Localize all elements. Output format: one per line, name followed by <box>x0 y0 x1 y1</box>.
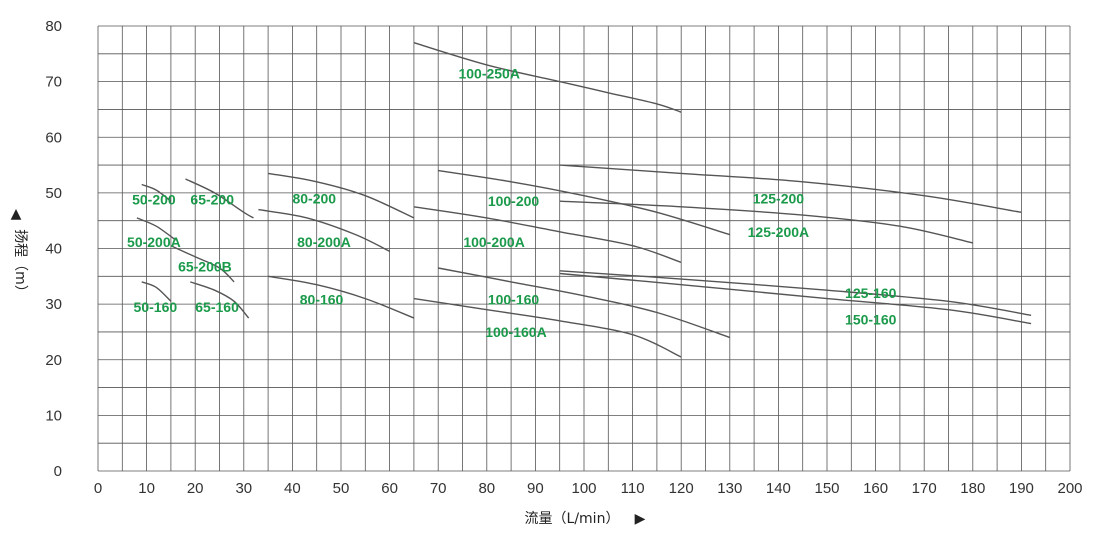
y-tick-label: 10 <box>45 407 62 424</box>
curve-label: 100-200 <box>488 193 540 209</box>
x-tick-label: 10 <box>138 480 155 497</box>
x-tick-label: 120 <box>669 480 694 497</box>
curve-label: 80-160 <box>300 292 344 308</box>
curve-label: 100-250A <box>458 65 520 81</box>
curve-label: 100-160A <box>485 324 547 340</box>
x-axis-ticks: 0 10 20 30 40 50 60 70 80 90 100 110 120 130 140 150 160… <box>94 480 1083 497</box>
curve-80-200A <box>258 208 390 252</box>
curve-label: 65-200 <box>190 192 234 208</box>
curve-label: 150-160 <box>845 312 897 328</box>
curve-125-200 <box>559 164 1022 213</box>
curve-80-160 <box>267 275 415 319</box>
curve-label: 100-200A <box>463 234 525 250</box>
y-axis-title: ▲ 扬程（m） <box>11 206 28 299</box>
x-tick-label: 20 <box>187 480 204 497</box>
x-tick-label: 60 <box>381 480 398 497</box>
curve-label: 80-200A <box>297 234 351 250</box>
curve-65-200 <box>185 178 254 219</box>
y-axis-label: 扬程（m） <box>12 229 28 299</box>
curve-labels: 100-250A 50-200 65-200 80-200 100-200 125-200… <box>127 65 897 340</box>
curve-label: 65-160 <box>195 299 239 315</box>
y-axis-ticks: 0 10 20 30 40 50 60 70 80 <box>45 18 62 480</box>
x-tick-label: 30 <box>235 480 252 497</box>
x-tick-label: 190 <box>1009 480 1034 497</box>
curve-label: 100-160 <box>488 292 540 308</box>
x-tick-label: 40 <box>284 480 301 497</box>
curve-125-160 <box>559 270 1032 316</box>
curve-65-200B <box>170 245 235 283</box>
y-tick-label: 50 <box>45 185 62 202</box>
x-tick-label: 80 <box>478 480 495 497</box>
curve-100-250A <box>413 42 682 113</box>
x-tick-label: 130 <box>717 480 742 497</box>
curve-50-160 <box>141 281 172 302</box>
x-tick-label: 170 <box>912 480 937 497</box>
curve-label: 125-200A <box>748 224 810 240</box>
curve-125-200A <box>559 200 973 244</box>
x-tick-label: 100 <box>571 480 596 497</box>
x-axis-arrow: ▶ <box>635 511 646 527</box>
curve-label: 50-160 <box>134 299 178 315</box>
y-tick-label: 60 <box>45 129 62 146</box>
x-tick-label: 50 <box>333 480 350 497</box>
curve-150-160 <box>559 272 1032 325</box>
curve-50-200 <box>141 183 172 202</box>
x-tick-label: 110 <box>621 480 645 497</box>
x-tick-label: 140 <box>766 480 791 497</box>
x-tick-label: 160 <box>863 480 888 497</box>
curve-label: 65-200B <box>178 258 232 274</box>
curve-80-200 <box>267 172 415 219</box>
y-tick-label: 40 <box>45 241 62 258</box>
y-tick-label: 70 <box>45 74 62 91</box>
y-tick-label: 80 <box>45 18 62 35</box>
curve-100-200 <box>438 169 731 236</box>
curve-label: 50-200A <box>127 234 181 250</box>
y-axis-arrow: ▲ <box>11 206 22 222</box>
x-tick-label: 200 <box>1057 480 1082 497</box>
x-tick-label: 90 <box>527 480 544 497</box>
curve-label: 125-200 <box>753 190 805 206</box>
x-tick-label: 0 <box>94 480 102 497</box>
curve-label: 50-200 <box>132 192 176 208</box>
x-tick-label: 150 <box>814 480 839 497</box>
curve-100-160 <box>438 267 731 339</box>
y-tick-label: 30 <box>45 296 62 313</box>
curve-label: 125-160 <box>845 285 897 301</box>
x-axis-label: 流量（L/min） <box>525 511 620 527</box>
x-tick-label: 180 <box>960 480 985 497</box>
curve-50-200A <box>136 217 177 241</box>
curve-65-160 <box>190 281 250 319</box>
grid <box>97 25 1071 472</box>
curve-100-160A <box>413 297 682 358</box>
y-tick-label: 20 <box>45 352 62 369</box>
x-tick-label: 70 <box>430 480 447 497</box>
curves <box>136 42 1032 358</box>
x-axis-title: 流量（L/min） ▶ <box>525 511 646 527</box>
curve-label: 80-200 <box>292 190 336 206</box>
y-tick-label: 0 <box>54 463 62 480</box>
curve-100-200A <box>413 206 682 264</box>
